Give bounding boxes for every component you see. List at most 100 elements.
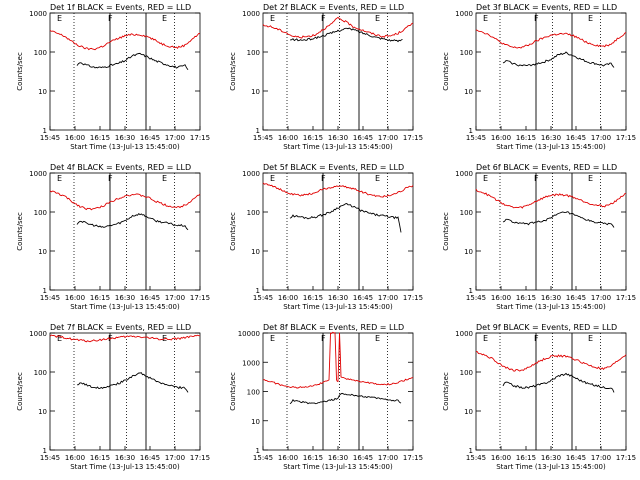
x-tick-label: 15:45 bbox=[253, 454, 273, 462]
x-tick-label: 16:15 bbox=[516, 134, 536, 142]
events-series-line bbox=[289, 392, 402, 405]
x-tick-label: 16:30 bbox=[541, 134, 561, 142]
y-tick-label: 10000 bbox=[238, 330, 260, 338]
plot-frame bbox=[475, 172, 627, 291]
x-tick-label: 17:15 bbox=[190, 454, 210, 462]
events-series-line bbox=[76, 212, 189, 231]
marker-f-label: F bbox=[321, 174, 326, 183]
marker-e-label: E bbox=[270, 14, 275, 23]
y-tick-label: 1000 bbox=[455, 10, 473, 18]
y-tick-label: 100 bbox=[247, 389, 260, 397]
detector-panel: Det 2f BLACK = Events, RED = LLD E E F 1 10 10… bbox=[229, 3, 423, 151]
x-axis-label: Start Time (13-Jul-13 15:45:00) bbox=[283, 303, 393, 311]
marker-f-label: F bbox=[534, 174, 539, 183]
events-series-line bbox=[289, 27, 403, 43]
x-tick-label: 16:00 bbox=[278, 134, 298, 142]
y-tick-label: 10 bbox=[464, 408, 473, 416]
x-tick-label: 16:00 bbox=[65, 294, 85, 302]
x-tick-label: 16:30 bbox=[328, 454, 348, 462]
x-tick-label: 15:45 bbox=[466, 134, 486, 142]
plot-frame bbox=[262, 172, 414, 291]
x-axis-label: Start Time (13-Jul-13 15:45:00) bbox=[496, 303, 606, 311]
y-tick-label: 1000 bbox=[455, 170, 473, 178]
x-axis-label: Start Time (13-Jul-13 15:45:00) bbox=[496, 463, 606, 471]
marker-f-label: F bbox=[321, 334, 326, 343]
y-axis-label: Counts/sec bbox=[442, 212, 450, 251]
events-series-line bbox=[76, 372, 189, 393]
y-tick-label: 1 bbox=[469, 127, 473, 135]
x-tick-label: 16:30 bbox=[115, 134, 135, 142]
x-tick-label: 16:30 bbox=[328, 294, 348, 302]
x-tick-label: 16:15 bbox=[303, 134, 323, 142]
detector-panel: Det 5f BLACK = Events, RED = LLD E E F 1 10 10… bbox=[229, 163, 423, 311]
events-series-line bbox=[502, 372, 615, 393]
y-tick-label: 10 bbox=[38, 88, 47, 96]
panel-title: Det 7f BLACK = Events, RED = LLD bbox=[50, 323, 191, 332]
events-series-line bbox=[76, 52, 189, 71]
x-tick-label: 16:00 bbox=[65, 454, 85, 462]
y-tick-label: 1000 bbox=[242, 170, 260, 178]
detector-panel: Det 6f BLACK = Events, RED = LLD E E F 1 10 10… bbox=[442, 163, 636, 311]
y-tick-label: 1000 bbox=[242, 359, 260, 367]
x-tick-label: 16:45 bbox=[353, 134, 373, 142]
y-tick-label: 100 bbox=[34, 209, 47, 217]
lld-series-line bbox=[475, 29, 627, 49]
x-tick-label: 17:15 bbox=[190, 134, 210, 142]
x-tick-label: 16:30 bbox=[541, 454, 561, 462]
x-tick-label: 16:15 bbox=[90, 294, 110, 302]
y-tick-label: 100 bbox=[247, 49, 260, 57]
x-tick-label: 15:45 bbox=[253, 294, 273, 302]
lld-series-line bbox=[262, 182, 414, 198]
lld-series-line bbox=[475, 188, 627, 209]
lld-series-line bbox=[49, 334, 201, 343]
marker-e-label: E bbox=[270, 174, 275, 183]
detector-panel: Det 9f BLACK = Events, RED = LLD E E F 1 10 10… bbox=[442, 323, 636, 471]
y-tick-label: 10 bbox=[251, 418, 260, 426]
marker-e-label: E bbox=[375, 174, 380, 183]
x-tick-label: 16:45 bbox=[353, 294, 373, 302]
y-axis-label: Counts/sec bbox=[442, 372, 450, 411]
x-tick-label: 17:00 bbox=[165, 134, 185, 142]
events-series-line bbox=[502, 51, 615, 68]
x-tick-label: 16:15 bbox=[90, 454, 110, 462]
x-tick-label: 15:45 bbox=[40, 134, 60, 142]
marker-e-label: E bbox=[588, 334, 593, 343]
y-tick-label: 1 bbox=[43, 127, 47, 135]
marker-e-label: E bbox=[162, 14, 167, 23]
x-tick-label: 17:00 bbox=[591, 134, 611, 142]
marker-f-label: F bbox=[321, 14, 326, 23]
y-tick-label: 1 bbox=[43, 287, 47, 295]
x-tick-label: 17:15 bbox=[403, 134, 423, 142]
x-axis-label: Start Time (13-Jul-13 15:45:00) bbox=[70, 303, 180, 311]
lld-series-line bbox=[49, 190, 201, 211]
x-tick-label: 16:45 bbox=[566, 134, 586, 142]
panel-title: Det 9f BLACK = Events, RED = LLD bbox=[476, 323, 617, 332]
x-tick-label: 15:45 bbox=[466, 454, 486, 462]
x-tick-label: 16:15 bbox=[516, 454, 536, 462]
y-axis-label: Counts/sec bbox=[16, 52, 24, 91]
y-axis-label: Counts/sec bbox=[16, 212, 24, 251]
y-axis-label: Counts/sec bbox=[229, 372, 237, 411]
marker-e-label: E bbox=[375, 334, 380, 343]
panel-title: Det 8f BLACK = Events, RED = LLD bbox=[263, 323, 404, 332]
y-tick-label: 10 bbox=[251, 248, 260, 256]
y-tick-label: 10 bbox=[464, 88, 473, 96]
x-tick-label: 16:15 bbox=[303, 454, 323, 462]
y-tick-label: 1000 bbox=[455, 330, 473, 338]
detector-panel: Det 4f BLACK = Events, RED = LLD E E F 1 10 10… bbox=[16, 163, 210, 311]
panel-title: Det 3f BLACK = Events, RED = LLD bbox=[476, 3, 617, 12]
marker-e-label: E bbox=[483, 14, 488, 23]
x-tick-label: 16:45 bbox=[566, 294, 586, 302]
marker-f-label: F bbox=[108, 14, 113, 23]
y-tick-label: 10 bbox=[38, 408, 47, 416]
x-tick-label: 16:00 bbox=[491, 454, 511, 462]
marker-e-label: E bbox=[588, 174, 593, 183]
detector-panel: Det 8f BLACK = Events, RED = LLD E E F 1 10 10… bbox=[229, 323, 423, 471]
marker-e-label: E bbox=[57, 334, 62, 343]
lld-series-line bbox=[475, 351, 627, 372]
x-tick-label: 17:15 bbox=[616, 294, 636, 302]
panel-title: Det 5f BLACK = Events, RED = LLD bbox=[263, 163, 404, 172]
lld-series-line bbox=[262, 16, 414, 39]
y-axis-label: Counts/sec bbox=[442, 52, 450, 91]
x-tick-label: 16:15 bbox=[516, 294, 536, 302]
